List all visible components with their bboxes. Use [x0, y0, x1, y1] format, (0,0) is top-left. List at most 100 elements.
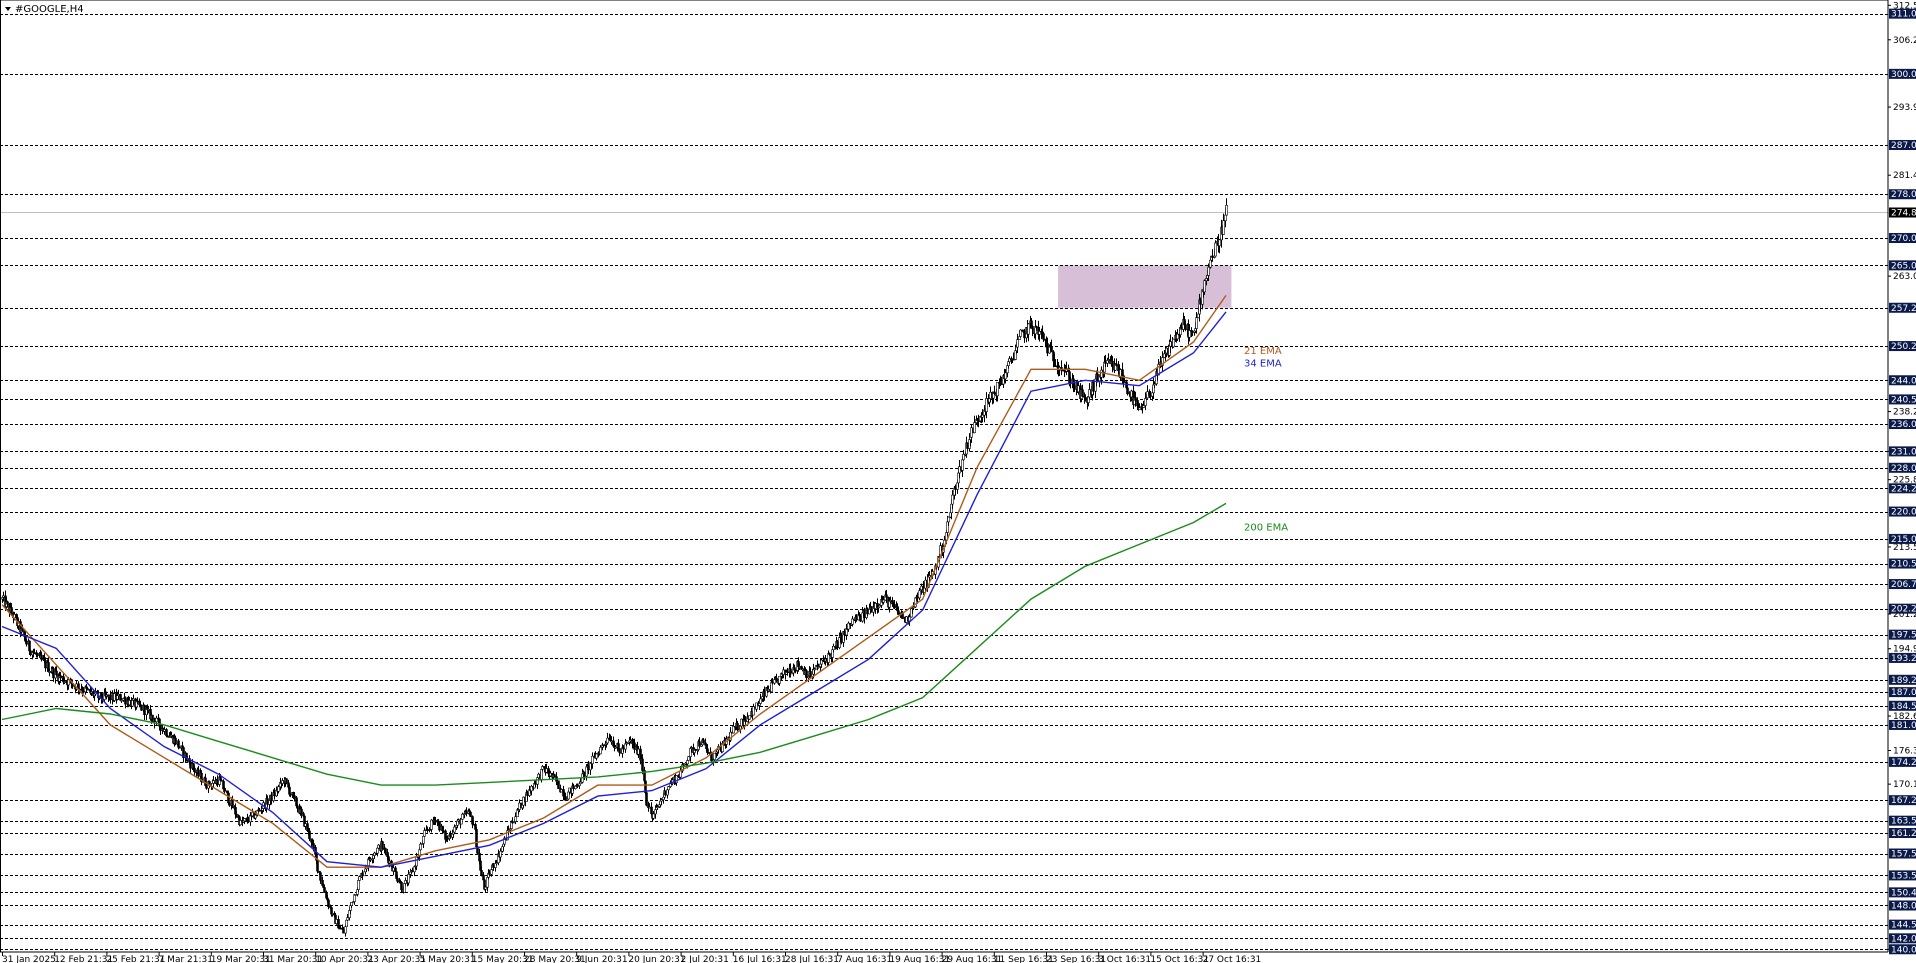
time-tick-label: 7 Aug 16:31: [837, 955, 892, 963]
candle-bull: [1165, 347, 1168, 354]
candle-bear: [1199, 299, 1202, 305]
candle-bull: [813, 668, 816, 671]
current-price-label: 274.82: [1891, 209, 1916, 219]
price-tick-label: 182.63: [1893, 712, 1916, 722]
price-tick-label: 176.33: [1893, 746, 1916, 756]
candle-bull: [579, 781, 582, 785]
level-price-tag-label: 150.40: [1891, 888, 1916, 898]
candle-bull: [878, 605, 881, 608]
level-price-tag-label: 224.25: [1891, 484, 1916, 494]
level-price-tag-label: 202.25: [1891, 605, 1916, 615]
level-price-tag: [1889, 944, 1916, 955]
level-price-tag-label: 265.00: [1891, 261, 1916, 271]
level-price-tag: [1889, 900, 1916, 911]
21-ema-label: 21 EMA: [1244, 346, 1282, 357]
level-price-tag-label: 140.00: [1891, 945, 1916, 955]
candle-bear: [10, 607, 13, 615]
candle-bull: [1207, 266, 1210, 276]
level-price-tag-label: 142.00: [1891, 934, 1916, 944]
candle-bull: [350, 902, 353, 906]
candle-bear: [885, 594, 888, 598]
candle-bull: [105, 694, 108, 697]
candle-bear: [82, 690, 85, 693]
candle-bear: [805, 670, 808, 679]
level-price-tag: [1889, 603, 1916, 614]
candle-bull: [985, 398, 988, 412]
level-price-tag: [1889, 302, 1916, 313]
candle-bull: [686, 760, 689, 765]
candle-bear: [400, 882, 403, 891]
candle-bull: [1107, 359, 1110, 361]
level-price-tag: [1889, 687, 1916, 698]
price-tick-label: 306.23: [1893, 36, 1916, 46]
level-price-tag: [1889, 375, 1916, 386]
time-tick-label: 12 Feb 21:31: [54, 955, 113, 963]
candle-bear: [109, 694, 112, 700]
dropdown-triangle-icon[interactable]: [5, 7, 11, 11]
candle-bear: [475, 829, 478, 848]
candle-bear: [86, 688, 89, 690]
candle-bear: [247, 820, 250, 823]
candle-bear: [174, 737, 177, 745]
candle-bull: [951, 494, 954, 505]
candle-bear: [136, 700, 139, 703]
candle-bear: [296, 805, 299, 809]
candle-bull: [652, 813, 655, 819]
candle-bull: [1088, 389, 1091, 398]
candle-bull: [1077, 385, 1080, 393]
candle-bull: [981, 414, 984, 418]
candle-bull: [748, 715, 751, 720]
level-price-tag-label: 311.00: [1891, 10, 1916, 20]
200-ema-label: 200 EMA: [1244, 523, 1288, 534]
candle-bear: [1042, 333, 1045, 340]
candle-bull: [239, 820, 242, 826]
candle-bull: [996, 381, 999, 397]
level-price-tag: [1889, 848, 1916, 859]
level-price-tag-label: 161.25: [1891, 829, 1916, 839]
candle-bear: [1211, 255, 1214, 258]
candle-bull: [1195, 317, 1198, 329]
candle-bull: [962, 454, 965, 461]
time-tick-label: 2 Jul 20:31: [681, 955, 729, 963]
candle-bear: [480, 870, 483, 876]
candle-bull: [882, 599, 885, 603]
candle-bull: [2, 595, 5, 598]
34-ema-label: 34 EMA: [1244, 359, 1282, 370]
candle-bull: [947, 516, 950, 523]
price-tick-label: 213.53: [1893, 543, 1916, 553]
candle-bull: [212, 780, 215, 784]
time-tick-label: 31 Mar 20:31: [263, 955, 323, 963]
candle-bull: [1142, 405, 1145, 408]
candle-bull: [1146, 391, 1149, 399]
candle-bull: [484, 886, 487, 890]
candle-bull: [147, 709, 150, 711]
candle-bear: [446, 838, 449, 840]
candle-bear: [300, 808, 303, 814]
candle-bull: [1100, 369, 1103, 378]
price-tick-label: 201.28: [1893, 610, 1916, 620]
candle-bull: [729, 731, 732, 741]
current-price-tag: [1889, 207, 1916, 218]
candle-bear: [564, 796, 567, 801]
candle-bull: [721, 743, 724, 752]
level-price-tag-label: 206.75: [1891, 580, 1916, 590]
level-price-tag-label: 250.25: [1891, 342, 1916, 352]
candle-bear: [228, 802, 231, 806]
candle-bear: [316, 859, 319, 872]
candle-bear: [159, 725, 162, 731]
candle-bull: [415, 856, 418, 867]
candle-bear: [828, 653, 831, 655]
candle-bull: [63, 681, 66, 683]
level-price-tag-label: 300.00: [1891, 70, 1916, 80]
candle-bull: [499, 850, 502, 858]
candle-bull: [345, 919, 348, 928]
candle-bear: [312, 843, 315, 848]
level-price-tag: [1889, 8, 1916, 19]
time-tick-label: 15 May 20:31: [472, 955, 534, 963]
candle-bear: [736, 722, 739, 731]
time-tick-label: 31 Jan 2025: [2, 955, 56, 963]
level-price-tag-label: 278.00: [1891, 190, 1916, 200]
candle-bear: [384, 848, 387, 853]
